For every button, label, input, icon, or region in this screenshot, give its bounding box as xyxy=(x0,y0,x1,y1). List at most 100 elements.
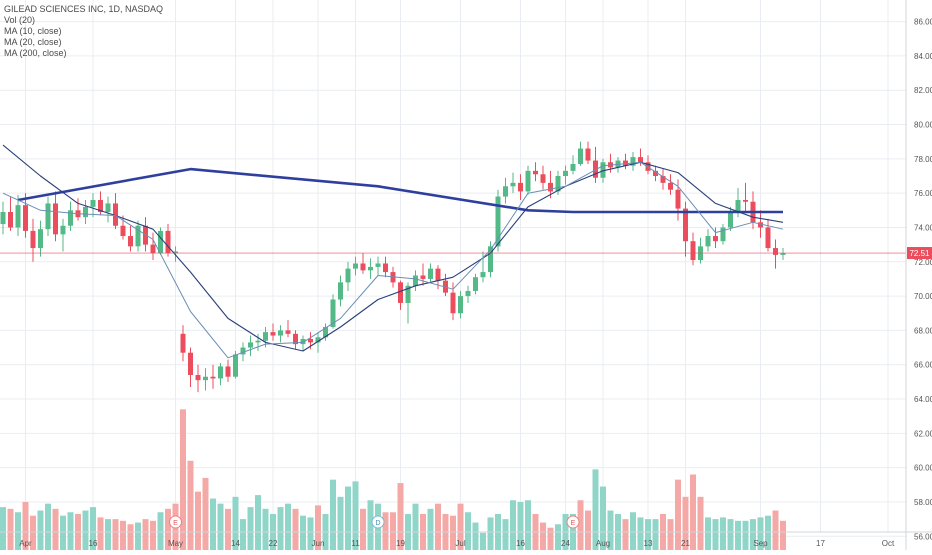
ma200-line xyxy=(17,167,783,214)
candle-body xyxy=(743,200,748,202)
candle-body xyxy=(113,203,118,226)
candle-body xyxy=(353,263,358,269)
volume-bar xyxy=(90,507,96,550)
candle-body xyxy=(90,200,96,207)
candle-body xyxy=(735,200,741,213)
y-tick-label: 74.00 xyxy=(914,223,932,232)
x-tick-label: 14 xyxy=(231,539,240,548)
x-tick-label: 21 xyxy=(681,539,690,548)
legend: GILEAD SCIENCES INC, 1D, NASDAQ Vol (20)… xyxy=(4,4,163,59)
volume-bar xyxy=(510,500,516,550)
candle-body xyxy=(233,354,238,377)
y-tick-label: 56.00 xyxy=(914,532,932,541)
x-tick-label: 24 xyxy=(561,539,570,548)
candle-body xyxy=(255,340,261,343)
volume-bar xyxy=(180,409,186,550)
volume-bar xyxy=(735,520,741,550)
volume-bar xyxy=(120,520,126,550)
volume-bar xyxy=(622,519,629,550)
volume-bar xyxy=(720,517,726,550)
candle-body xyxy=(375,263,381,267)
volume-bar xyxy=(232,496,239,550)
volume-bar xyxy=(150,520,156,550)
legend-vol: Vol (20) xyxy=(4,15,36,25)
volume-bar xyxy=(667,519,674,550)
volume-bar xyxy=(127,524,134,550)
candle-body xyxy=(83,206,88,218)
volume-bar xyxy=(292,508,299,550)
candle-body xyxy=(503,186,508,197)
candle-body xyxy=(600,162,606,178)
candle-body xyxy=(158,230,163,254)
candle-body xyxy=(360,263,366,271)
volume-bar xyxy=(352,481,359,550)
volume-bar xyxy=(630,512,636,550)
candle-body xyxy=(630,157,636,166)
x-tick-label: 16 xyxy=(89,539,98,548)
candle-body xyxy=(195,375,201,381)
volume-bar xyxy=(210,498,216,550)
candle-body xyxy=(15,205,21,228)
candle-body xyxy=(68,210,73,226)
volume-bar xyxy=(675,479,681,550)
candle-body xyxy=(765,227,771,249)
volume-bar xyxy=(60,515,66,550)
volume-bar xyxy=(465,512,471,550)
x-tick-label: Jul xyxy=(455,539,465,548)
candle-body xyxy=(570,163,576,171)
candle-body xyxy=(480,272,486,278)
volume-bar xyxy=(97,517,104,550)
candle-body xyxy=(720,227,726,242)
candle-body xyxy=(30,230,36,249)
candle-body xyxy=(563,170,568,176)
volume-bar xyxy=(502,519,509,550)
x-tick-label: 19 xyxy=(396,539,405,548)
volume-bar xyxy=(360,508,366,550)
volume-bar xyxy=(607,510,614,550)
volume-bar xyxy=(0,507,6,550)
volume-bars xyxy=(0,409,786,550)
candle-body xyxy=(248,342,253,348)
x-tick-label: 11 xyxy=(351,539,360,548)
candle-body xyxy=(413,275,418,286)
volume-bar xyxy=(277,507,284,550)
volume-bar xyxy=(697,496,704,550)
volume-bar xyxy=(45,503,51,550)
candle-body xyxy=(428,268,433,279)
candle-body xyxy=(135,225,141,247)
volume-bar xyxy=(577,500,584,550)
volume-bar xyxy=(600,486,606,550)
y-tick-label: 60.00 xyxy=(914,464,932,473)
x-tick-label: 22 xyxy=(269,539,278,548)
candle-body xyxy=(105,203,111,213)
volume-bar xyxy=(337,496,344,550)
volume-bar xyxy=(585,510,591,550)
volume-bar xyxy=(255,495,261,550)
y-tick-label: 76.00 xyxy=(914,189,932,198)
event-marker-label: E xyxy=(571,520,576,527)
volume-bar xyxy=(240,519,246,550)
candle-body xyxy=(660,175,666,183)
candle-body xyxy=(263,332,268,341)
volume-bar xyxy=(547,527,554,550)
volume-bar xyxy=(412,503,419,550)
candle-body xyxy=(540,174,546,183)
last-price-badge xyxy=(907,247,932,260)
volume-bar xyxy=(390,512,396,550)
volume-bar xyxy=(682,496,689,550)
candle-body xyxy=(525,170,531,192)
candle-body xyxy=(510,182,516,187)
grid xyxy=(0,0,906,537)
candle-body xyxy=(495,196,501,247)
candle-body xyxy=(405,285,411,303)
x-tick-label: Apr xyxy=(19,539,32,548)
volume-bar xyxy=(345,486,351,550)
volume-bar xyxy=(7,508,14,550)
candle-body xyxy=(345,268,351,283)
y-tick-label: 66.00 xyxy=(914,361,932,370)
volume-bar xyxy=(135,522,141,550)
y-tick-label: 82.00 xyxy=(914,86,932,95)
event-marker xyxy=(566,515,580,529)
candle-body xyxy=(578,148,583,164)
